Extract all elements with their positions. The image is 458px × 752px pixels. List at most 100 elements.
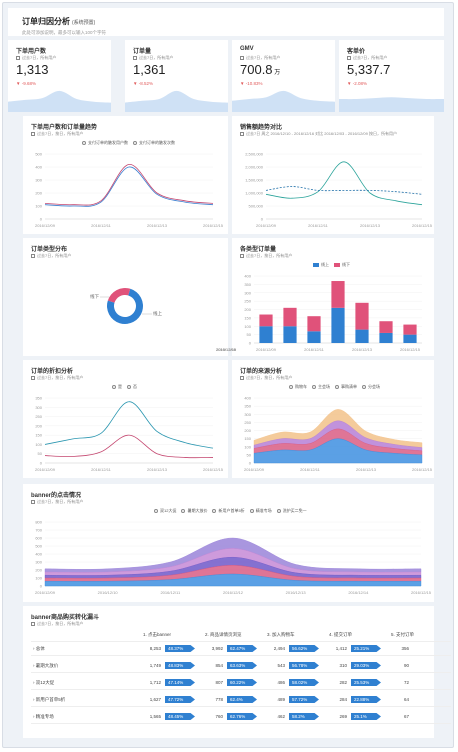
kpi-card-orders[interactable]: 订单量 过去7日，所有用户 1,361 ▼ -8.52% — [125, 40, 228, 112]
y-tick-label: 150 — [244, 315, 251, 320]
table-row[interactable]: › 新用户首单5折 1,627 778 489 284 64 47.72% 62.4% 57.7… — [31, 693, 451, 707]
chart-legend[interactable]: 双12大促 暑期大放价 新用户首单5折 精准专场 洗护买二免一 — [149, 508, 307, 514]
y-tick-label: 400 — [244, 396, 251, 401]
kpi-value: 1,313 — [16, 62, 49, 77]
kpi-card-avg-price[interactable]: 客单价 过去7日，所有用户 5,337.7 ▼ -2.08% — [339, 40, 444, 112]
kpi-subtitle: 过去7日，所有用户 — [347, 55, 387, 61]
kpi-title: 客单价 — [347, 49, 366, 55]
row-label[interactable]: › 精准专场 — [33, 714, 54, 719]
column-header: 1. 点击banner — [143, 632, 172, 637]
conversion-badge: 57.72% — [289, 696, 319, 703]
x-tick-label: 2016/12/10 — [98, 590, 119, 595]
sparkline-area — [232, 90, 335, 112]
chart-legend[interactable]: 线上 线下 — [308, 262, 350, 268]
conversion-badge: 48.37% — [165, 645, 195, 652]
cell-value: 8,253 — [149, 646, 161, 651]
bar — [403, 324, 417, 335]
pie-slice — [107, 288, 131, 303]
x-tick-label: 2016/12/13 — [286, 590, 307, 595]
series-line — [44, 401, 214, 449]
row-label[interactable]: › 双12大促 — [33, 680, 55, 685]
conversion-badge: 56.62% — [289, 645, 319, 652]
series-line — [44, 434, 214, 459]
y-tick-label: 100 — [244, 324, 251, 329]
cell-value: 284 — [339, 697, 347, 702]
table-row[interactable]: › 暑期大放价 1,749 854 543 310 90 48.83% 63.63% 56.78… — [31, 659, 451, 673]
chart-legend[interactable]: 是否 — [107, 384, 137, 390]
cell-value: 778 — [215, 697, 223, 702]
panel-subtitle: 过去7日，按日，所有用户 — [31, 621, 83, 627]
table-header: 1. 点击banner 2. 商品详情页浏览 3. 加入购物车 4. 提交订单 5. 支… — [31, 628, 451, 642]
y-tick-label: 400 — [35, 165, 42, 170]
bar — [379, 332, 393, 343]
panel-title: 销售额趋势对比 — [240, 125, 283, 131]
y-tick-label: 100 — [35, 576, 42, 581]
row-label[interactable]: › 暑期大放价 — [33, 663, 59, 668]
y-tick-label: 50 — [38, 451, 43, 456]
y-tick-label: 400 — [35, 552, 42, 557]
cell-value: 1,565 — [149, 714, 161, 719]
table-row[interactable]: › 双12大促 1,712 807 486 282 72 47.14% 60.22% 58.02… — [31, 676, 451, 690]
chart-legend[interactable]: 支付订单的触发用户数 支付订单的触发次数 — [77, 140, 175, 146]
panel-subtitle: 过去7日 周之 2016/12/10 - 2016/12/16 对比 2016/… — [240, 131, 397, 137]
x-tick-label: 2016/12/13 — [360, 223, 381, 228]
x-tick-label: 2016/12/11 — [91, 223, 111, 228]
kpi-sparkline — [8, 90, 111, 112]
conversion-badge: 25.53% — [351, 679, 381, 686]
series-line — [265, 186, 423, 195]
x-tick-label: 2016/12/13 — [216, 347, 237, 352]
y-tick-label: 350 — [244, 282, 251, 287]
series-line — [44, 163, 214, 206]
x-tick-label: 2016/12/11 — [91, 467, 111, 472]
table-row[interactable]: › 精准专场 1,565 760 462 269 67 48.45% 62.76% 58.2% 2… — [31, 710, 451, 724]
panel-type-volume: 各类型订单量 过去7日，按日，所有用户 线上 线下 0 50 100 150 200 250… — [216, 238, 434, 356]
bar — [283, 307, 297, 327]
legend-marker — [362, 384, 366, 389]
y-tick-label: 0 — [249, 461, 252, 466]
calendar-icon — [240, 55, 244, 60]
kpi-card-users[interactable]: 下单用户数 过去7日，所有用户 1,313 ▼ -9.68% — [8, 40, 111, 112]
calendar-icon — [240, 375, 244, 380]
y-tick-label: 300 — [35, 178, 42, 183]
x-tick-label: 2016/12/13 — [352, 347, 373, 352]
x-tick-label: 2016/12/15 — [216, 347, 237, 352]
y-tick-label: 200 — [244, 307, 251, 312]
x-tick-label: 2016/12/11 — [308, 223, 328, 228]
y-tick-label: 0 — [261, 217, 264, 222]
discount-chart: 0 50 100 150 200 250 300 350 2016/12/09 2016/12/1… — [35, 396, 224, 473]
conversion-badge: 29.03% — [351, 662, 381, 669]
table-row[interactable]: › 总体 8,253 3,992 2,494 1,412 356 48.37% 62.47% 5… — [31, 642, 451, 656]
kpi-delta: ▼ -2.08% — [347, 81, 367, 86]
x-tick-label: 2016/12/12 — [223, 590, 244, 595]
calendar-icon — [133, 55, 137, 60]
calendar-icon — [347, 55, 351, 60]
panel-title: 各类型订单量 — [240, 247, 277, 253]
y-tick-label: 350 — [244, 404, 251, 409]
conversion-badge: 63.63% — [227, 662, 257, 669]
y-tick-label: 50 — [247, 332, 252, 337]
x-tick-label: 2016/12/15 — [412, 467, 433, 472]
row-label[interactable]: › 总体 — [33, 646, 45, 651]
column-header: 5. 支付订单 — [391, 632, 415, 637]
x-tick-label: 2016/12/09 — [35, 590, 56, 595]
panel-sales: 销售额趋势对比 过去7日 周之 2016/12/10 - 2016/12/16 … — [232, 116, 434, 234]
y-tick-label: 100 — [35, 442, 42, 447]
kpi-card-gmv[interactable]: GMV 过去7日，所有用户 700.8 万 ▼ -10.83% — [232, 40, 335, 112]
y-tick-label: 2,500,000 — [245, 152, 264, 157]
x-tick-label: 2016/12/11 — [300, 467, 320, 472]
x-tick-label: 2016/12/15 — [412, 223, 433, 228]
chart-legend[interactable]: 购物车 主会场 事购清单 分会场 — [284, 384, 380, 390]
x-tick-label: 2016/12/15 — [400, 347, 421, 352]
conversion-badge: 25.21% — [351, 645, 381, 652]
conversion-badge: 48.45% — [165, 713, 195, 720]
cell-value: 1,627 — [149, 697, 161, 702]
row-label[interactable]: › 新用户首单5折 — [33, 697, 66, 702]
y-tick-label: 800 — [35, 520, 42, 525]
bar — [331, 281, 345, 308]
conversion-badge: 56.78% — [289, 662, 319, 669]
panel-title: 下单用户数和订单量趋势 — [31, 125, 98, 131]
cell-value: 282 — [339, 680, 347, 685]
panel-funnel: banner商品购买转化漏斗 过去7日，按日，所有用户 1. 点击banner 2… — [23, 606, 451, 738]
y-tick-label: 2,000,000 — [245, 165, 264, 170]
cell-value: 1,412 — [335, 646, 347, 651]
